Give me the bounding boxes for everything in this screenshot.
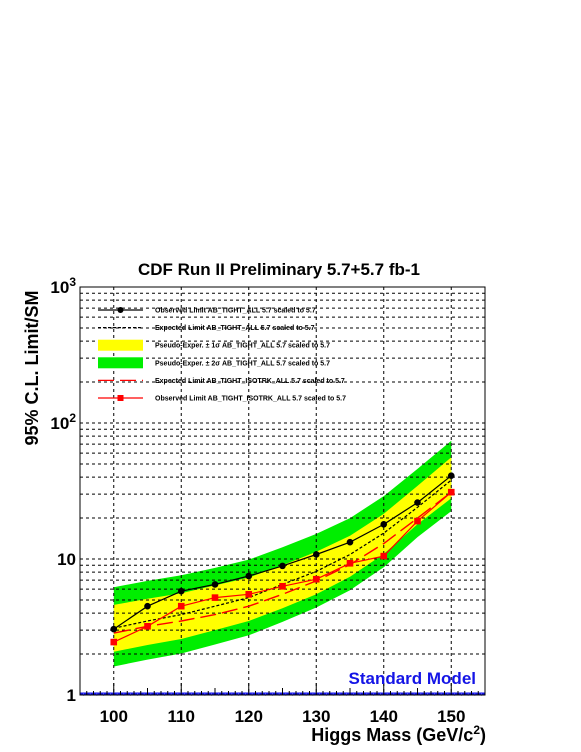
legend-swatch-3 [98,357,143,369]
band-one-sigma [113,457,452,652]
standard-model-label: Standard Model [348,669,476,688]
chart-title: CDF Run II Preliminary 5.7+5.7 fb-1 [138,260,420,279]
data-point-observed-135 [346,538,354,546]
legend-marker-5 [117,395,124,401]
legend-label-4: Expected Limit AB_TIGHT_ISOTRK_ALL 5.7 s… [155,378,345,385]
legend-label-1: Expected Limit AB_TIGHT_ALL 5.7 scaled t… [155,325,315,332]
data-point-observed-150 [447,472,455,479]
data-point-isotrk-120 [245,591,253,598]
x-axis-label-end: ) [480,725,486,745]
data-point-observed-100 [110,625,118,633]
data-point-isotrk-115 [211,594,219,601]
y-tick-base: 10 [57,550,76,569]
y-tick-label-1: 1 [67,686,76,705]
data-point-observed-105 [144,602,151,610]
legend-label-5: Observed Limit AB_TIGHT_ISOTRK_ALL 5.7 s… [155,396,346,403]
x-tick-label-150: 150 [437,707,465,726]
x-axis-label-superscript: 2 [473,723,480,737]
legend-label-3: Pseudo-Exper. ± 2σ AB_TIGHT_ALL 5.7 scal… [155,360,330,367]
y-axis-label: 95% C.L. Limit/SM [22,290,42,445]
y-tick-base: 10 [50,278,69,297]
legend-swatch-2 [98,339,143,351]
data-point-observed-120 [245,572,253,580]
gridlines [80,287,485,695]
x-tick-label-140: 140 [370,707,398,726]
y-tick-exponent: 2 [69,411,76,425]
y-tick-base: 1 [67,686,76,705]
data-point-isotrk-110 [177,602,185,610]
data-point-isotrk-135 [346,559,354,567]
data-point-isotrk-100 [110,638,118,646]
data-point-isotrk-125 [279,582,286,590]
x-tick-label-130: 130 [302,707,330,726]
y-tick-base: 10 [50,414,69,433]
y-tick-label-1000: 103 [50,275,76,297]
x-tick-label-110: 110 [168,707,195,726]
data-point-isotrk-145 [414,517,421,525]
legend-marker-0 [117,307,124,313]
legend-label-2: Pseudo-Exper. ± 1σ AB_TIGHT_ALL 5.7 scal… [155,343,330,350]
x-axis-label-main: Higgs Mass (GeV/c [311,725,473,745]
data-point-isotrk-105 [144,622,151,630]
data-point-observed-110 [177,587,185,595]
data-point-isotrk-150 [447,488,455,496]
y-tick-label-10: 10 [57,550,76,569]
y-tick-label-100: 102 [50,411,76,433]
series-line-1 [113,479,452,629]
series-line-2 [113,491,452,634]
data-point-observed-145 [414,499,421,506]
legend: Observed Limit AB_TIGHT_ALL 5.7 scaled t… [98,307,346,403]
data-point-isotrk-140 [380,552,388,560]
data-point-observed-130 [312,551,320,558]
data-point-observed-125 [279,562,286,570]
data-point-observed-140 [380,520,388,528]
legend-label-0: Observed Limit AB_TIGHT_ALL 5.7 scaled t… [155,308,316,315]
data-point-isotrk-130 [312,575,320,583]
data-point-observed-115 [211,581,219,588]
x-tick-label-120: 120 [235,707,263,726]
x-axis-label: Higgs Mass (GeV/c2) [311,723,486,745]
x-tick-label-100: 100 [100,707,128,726]
y-tick-exponent: 3 [69,275,76,289]
